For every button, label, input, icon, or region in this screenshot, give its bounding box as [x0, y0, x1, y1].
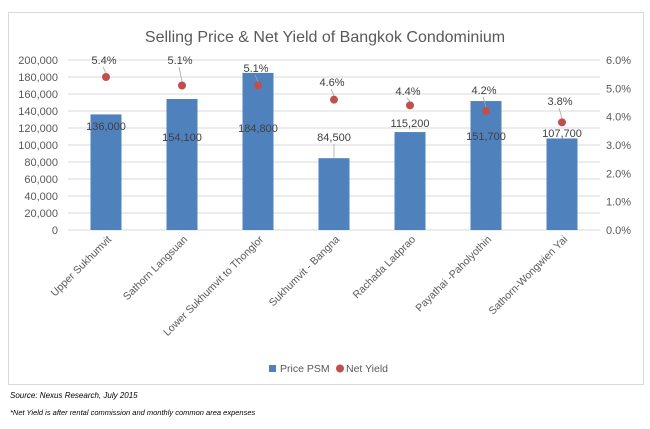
point-net-yield — [558, 118, 566, 127]
y-right-tick-label: 5.0% — [606, 83, 631, 95]
point-net-yield — [482, 107, 490, 115]
y-left-tick-label: 100,000 — [18, 140, 58, 152]
legend-label-net-yield: Net Yield — [346, 363, 388, 375]
bar-price-psm — [166, 99, 198, 230]
footnote: *Net Yield is after rental commission an… — [10, 408, 256, 417]
bar-data-label: 115,200 — [391, 118, 430, 130]
bar-data-label: 107,700 — [542, 128, 582, 140]
legend-swatch-net-yield — [336, 364, 344, 373]
point-net-yield — [102, 73, 110, 81]
y-left-tick-label: 20,000 — [24, 208, 58, 220]
point-data-label: 5.1% — [167, 55, 192, 67]
x-tick-label: Sukhumvit - Bangna — [267, 234, 342, 309]
point-net-yield — [330, 95, 338, 104]
bar-data-label: 154,100 — [162, 132, 202, 144]
x-tick-label: Sathorn Langsuan — [121, 234, 190, 303]
leader-line — [482, 96, 487, 108]
point-data-label: 5.1% — [243, 63, 268, 75]
y-left-tick-label: 140,000 — [18, 106, 58, 118]
y-left-tick-label: 40,000 — [24, 191, 58, 203]
y-right-tick-label: 1.0% — [606, 197, 631, 209]
y-right-tick-label: 3.0% — [606, 140, 631, 152]
point-data-label: 4.4% — [395, 86, 420, 98]
bar-price-psm — [546, 138, 578, 230]
x-tick-label: Upper Sukhumvit — [49, 234, 114, 299]
point-data-label: 4.2% — [471, 85, 496, 97]
y-left-tick-label: 200,000 — [18, 55, 58, 67]
bar-price-psm — [394, 132, 426, 230]
bar-data-label: 84,500 — [317, 132, 351, 144]
y-right-tick-label: 4.0% — [606, 112, 631, 124]
y-right-tick-label: 2.0% — [606, 168, 631, 180]
point-data-label: 3.8% — [547, 96, 572, 108]
y-left-tick-label: 120,000 — [18, 123, 58, 135]
bar-price-psm — [90, 114, 122, 230]
bar-data-label: 184,800 — [238, 123, 278, 135]
y-left-tick-label: 0 — [52, 225, 58, 237]
y-left-tick-label: 60,000 — [24, 174, 58, 186]
bar-data-label: 151,700 — [466, 131, 506, 143]
bar-price-psm — [318, 158, 350, 230]
chart-title: Selling Price & Net Yield of Bangkok Con… — [145, 29, 505, 46]
point-net-yield — [406, 101, 414, 110]
y-right-tick-label: 0.0% — [606, 225, 631, 237]
leader-line — [406, 97, 411, 102]
leader-line — [178, 66, 183, 82]
leader-line — [330, 88, 335, 96]
leader-line — [254, 74, 259, 82]
leader-line — [102, 66, 107, 74]
bar-data-label: 136,000 — [86, 121, 126, 133]
chart-frame — [8, 12, 644, 385]
point-data-label: 5.4% — [91, 55, 116, 67]
bar-price-psm — [470, 101, 502, 231]
legend-label-price-psm: Price PSM — [280, 363, 330, 375]
x-tick-label: Rachada Ladprao — [351, 234, 419, 302]
y-left-tick-label: 180,000 — [18, 72, 58, 84]
y-left-tick-label: 80,000 — [24, 157, 58, 169]
x-tick-label: Payathai -Paholyothin — [413, 234, 494, 315]
bar-price-psm — [242, 72, 274, 230]
y-left-tick-label: 160,000 — [18, 89, 58, 101]
legend-swatch-price-psm — [269, 365, 276, 372]
y-right-tick-label: 6.0% — [606, 55, 631, 67]
point-net-yield — [178, 81, 186, 90]
leader-line — [558, 107, 563, 119]
source-note: Source: Nexus Research, July 2015 — [10, 391, 138, 400]
point-net-yield — [254, 81, 262, 90]
x-tick-label: Sathorn-Wongwien Yai — [487, 234, 571, 318]
point-data-label: 4.6% — [319, 77, 344, 89]
